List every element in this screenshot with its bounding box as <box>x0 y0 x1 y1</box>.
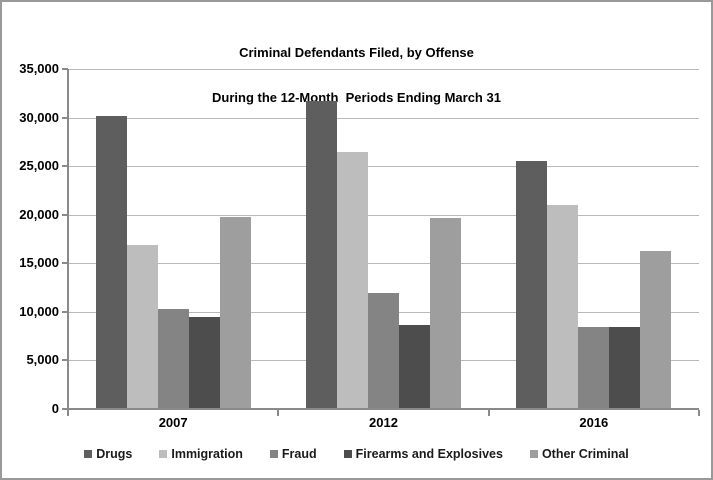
legend-item-fraud: Fraud <box>269 446 317 462</box>
bar-2012-fraud <box>368 293 399 409</box>
bar-2016-fraud <box>578 327 610 409</box>
y-tick-label: 0 <box>51 401 59 416</box>
x-tick-mark <box>67 410 69 416</box>
y-tick-mark <box>62 165 68 168</box>
bar-2016-immigration <box>547 205 579 409</box>
legend-item-firearms-and-explosives: Firearms and Explosives <box>343 446 503 462</box>
y-tick-label: 5,000 <box>26 352 59 368</box>
y-axis-line <box>67 69 69 414</box>
bar-2007-other-criminal <box>219 216 251 409</box>
x-tick-mark <box>487 410 490 416</box>
gridline-35000 <box>68 69 699 70</box>
legend-label: Immigration <box>171 447 243 461</box>
legend: Drugs Immigration Fraud Firearms and Explos… <box>2 446 711 462</box>
y-tick-label: 20,000 <box>19 206 59 222</box>
y-tick-mark <box>62 68 68 70</box>
bar-2016-firearms-and-explosives <box>609 327 641 409</box>
legend-label: Firearms and Explosives <box>355 447 503 461</box>
bar-2007-firearms-and-explosives <box>188 316 220 409</box>
y-tick-mark <box>62 213 68 216</box>
bar-2016-other-criminal <box>640 250 672 409</box>
chart-title-line2: During the 12-Month Periods Ending March… <box>212 90 501 105</box>
legend-swatch-icon <box>84 450 93 458</box>
y-tick-label: 25,000 <box>19 158 59 174</box>
legend-label: Other Criminal <box>541 447 629 461</box>
bar-2012-drugs <box>306 101 337 409</box>
y-tick-label: 15,000 <box>19 255 59 271</box>
x-tick-mark <box>698 410 700 416</box>
legend-swatch-icon <box>343 450 352 458</box>
gridline-20000 <box>68 214 699 216</box>
y-tick-mark <box>62 262 68 265</box>
x-axis-label-2012: 2012 <box>369 415 398 430</box>
legend-item-immigration: Immigration <box>159 446 243 462</box>
y-tick-mark <box>62 116 68 119</box>
bar-2012-immigration <box>337 151 368 409</box>
legend-item-drugs: Drugs <box>84 446 132 462</box>
bar-2012-other-criminal <box>430 217 461 409</box>
x-axis-label-2007: 2007 <box>158 415 188 430</box>
y-tick-label: 30,000 <box>19 109 59 125</box>
y-tick-label: 10,000 <box>19 303 59 319</box>
legend-label: Drugs <box>96 447 133 461</box>
plot-area <box>68 69 699 409</box>
chart-title: Criminal Defendants Filed, by Offense Du… <box>2 15 711 135</box>
x-tick-mark <box>277 410 280 416</box>
bar-2016-drugs <box>516 161 548 409</box>
y-tick-label: 35,000 <box>19 61 59 76</box>
legend-swatch-icon <box>529 450 538 458</box>
legend-swatch-icon <box>269 450 278 458</box>
x-axis-line <box>63 408 699 410</box>
legend-swatch-icon <box>159 450 168 458</box>
gridline-15000 <box>68 263 699 265</box>
bar-2012-firearms-and-explosives <box>399 324 430 409</box>
x-axis-label-2016: 2016 <box>579 415 609 430</box>
bar-2007-fraud <box>157 308 189 409</box>
chart-title-line1: Criminal Defendants Filed, by Offense <box>239 45 474 60</box>
y-tick-mark <box>62 359 68 362</box>
bar-2007-immigration <box>126 244 158 409</box>
y-tick-mark <box>62 310 68 313</box>
legend-item-other-criminal: Other Criminal <box>529 446 629 462</box>
legend-label: Fraud <box>281 447 317 461</box>
gridline-25000 <box>68 166 699 168</box>
gridline-30000 <box>68 117 699 119</box>
bar-2007-drugs <box>95 115 127 409</box>
